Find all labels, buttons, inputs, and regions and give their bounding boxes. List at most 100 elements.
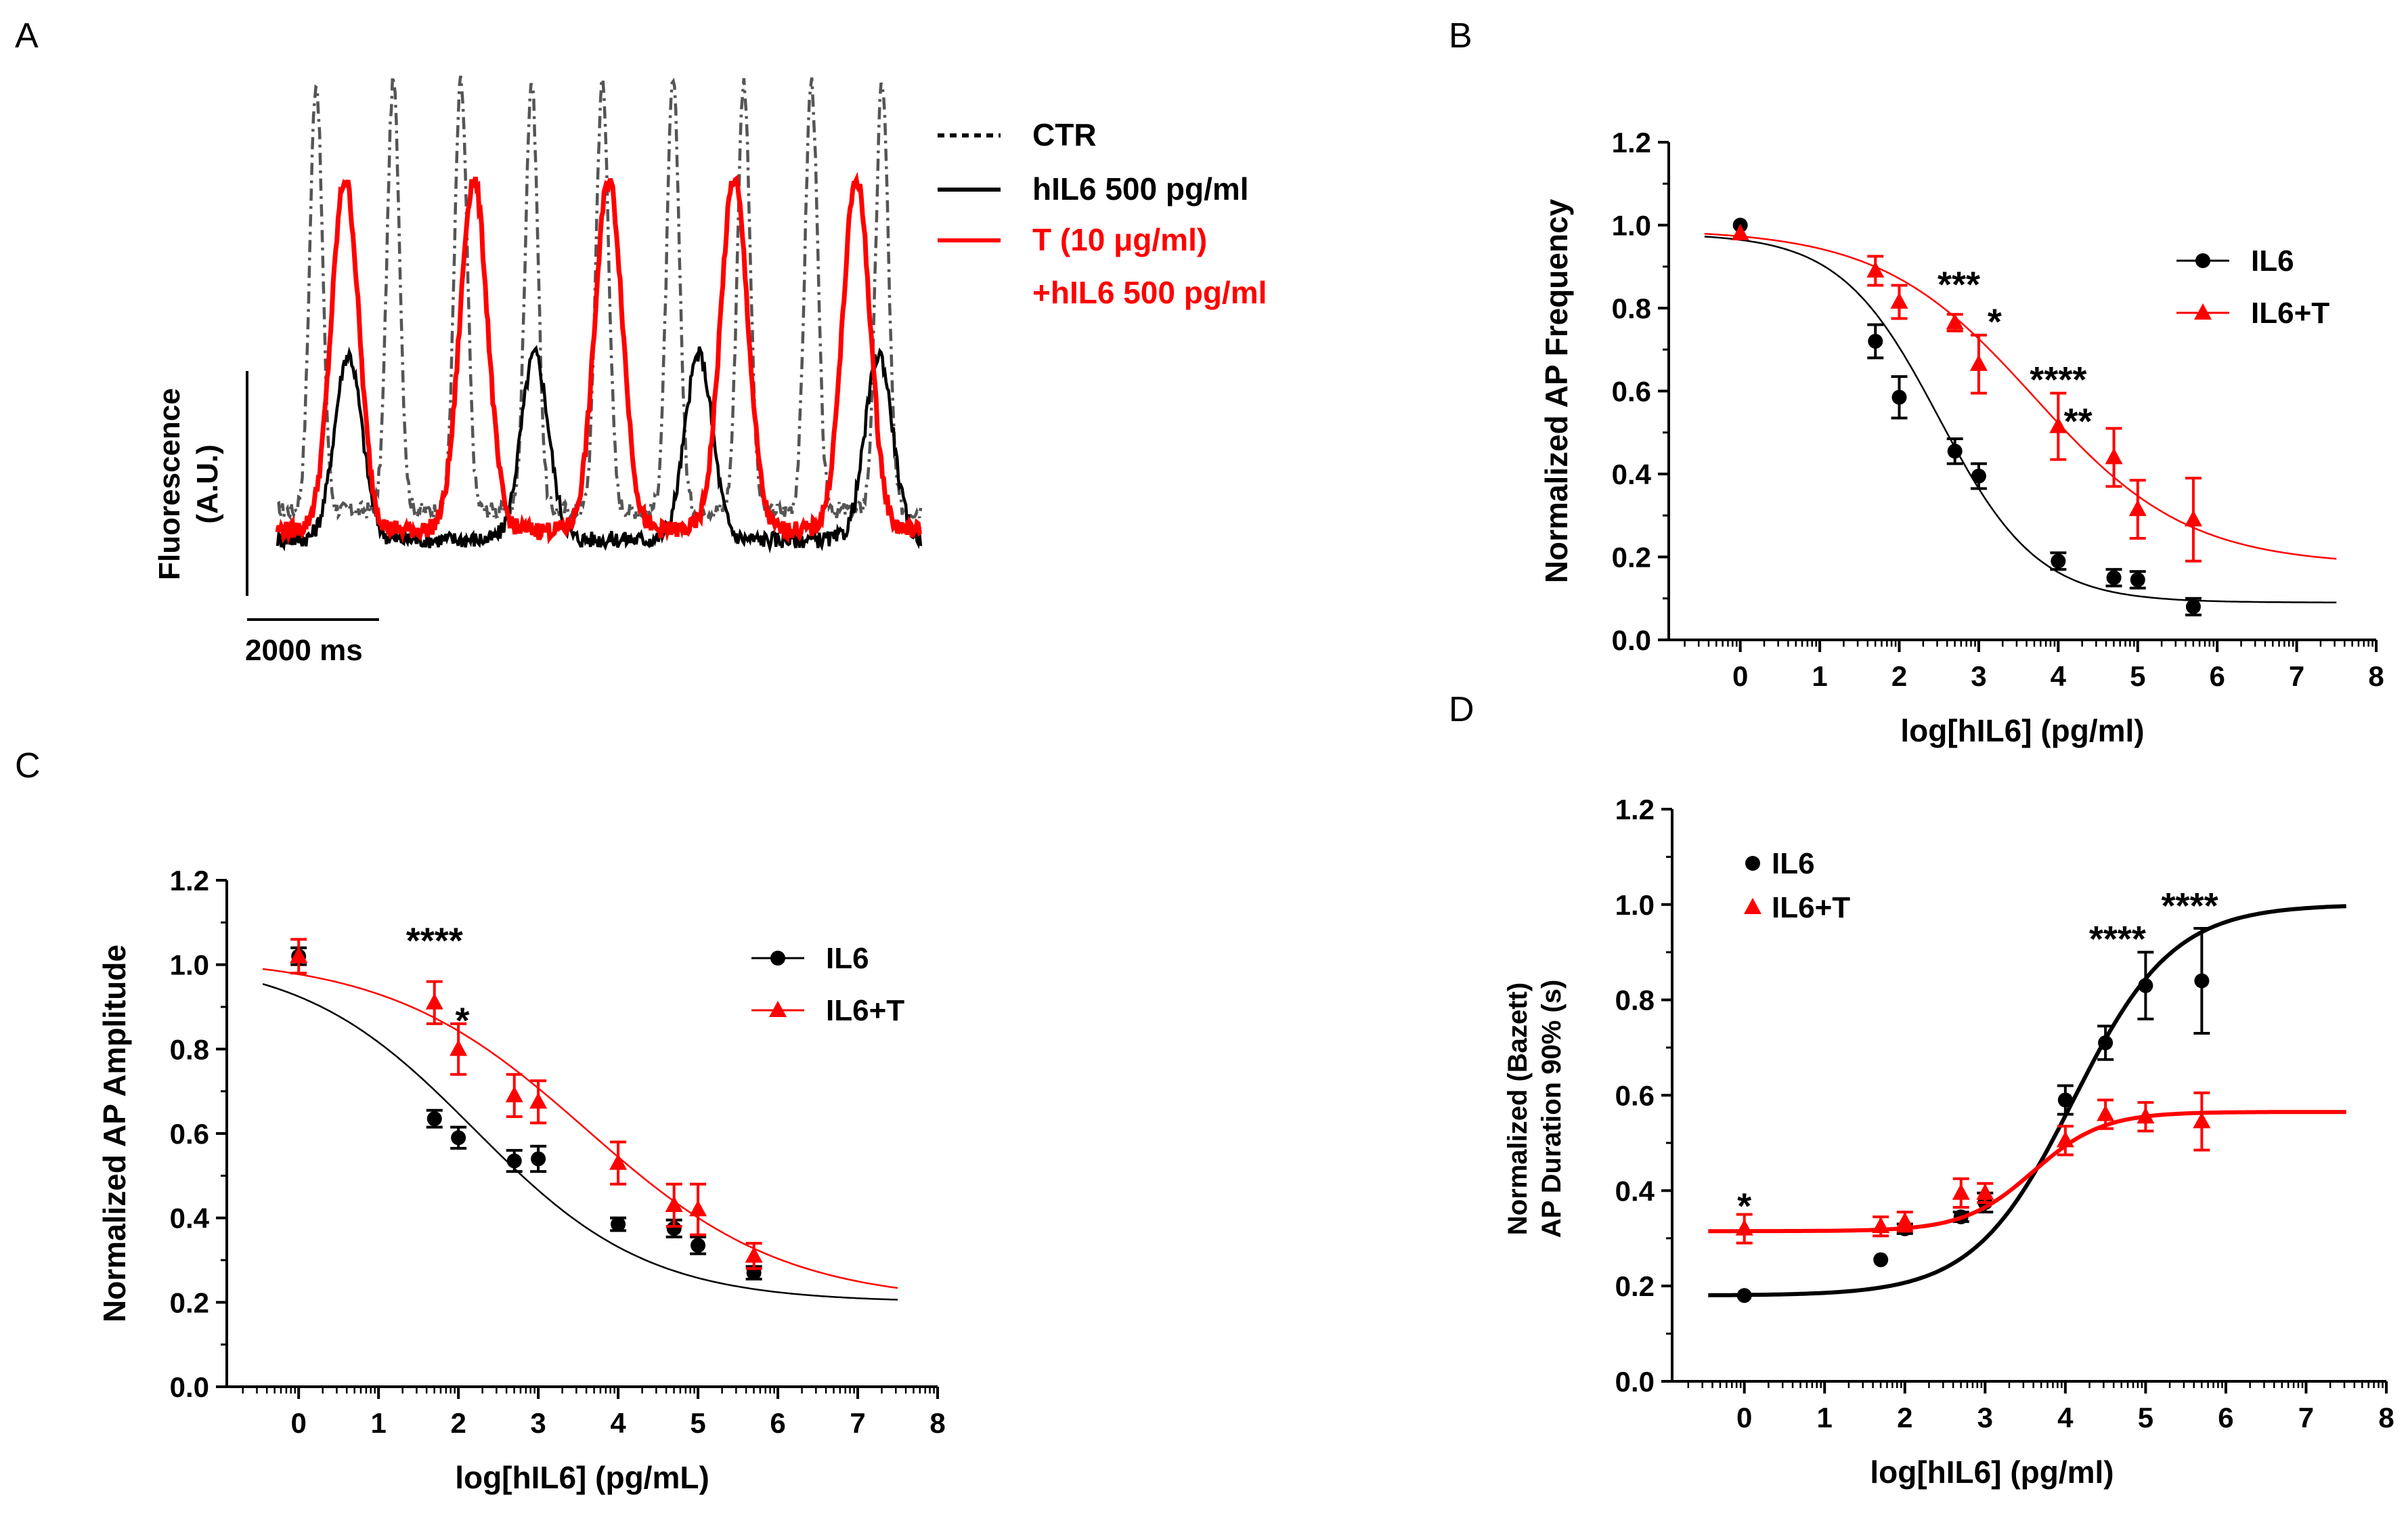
data-point-il6: [2194, 973, 2210, 989]
x-tick-label: 7: [2289, 660, 2304, 692]
panel-b: B 0.0 0.2 0.4 0.6 0.8 1.0 1.2 0 1 2 3 4 5 6 7 8 log[hIL6]…: [1449, 16, 2384, 748]
data-point-il6: [2098, 1035, 2114, 1051]
data-point-il6: [451, 1130, 466, 1146]
y-axis-label-line: (A.U.): [191, 444, 224, 523]
legend-marker: [769, 1001, 787, 1017]
significance-marker: ****: [2030, 360, 2086, 400]
data-point-il6-t: [425, 993, 443, 1010]
data-point-il6-t: [529, 1092, 548, 1109]
data-point-il6-t: [2105, 448, 2123, 465]
y-tick-label: 0.4: [1615, 1175, 1655, 1207]
x-axis-label: log[hIL6] (pg/ml): [1870, 1454, 2114, 1490]
data-point-il6: [426, 1111, 442, 1127]
panel-letter-d: D: [1449, 690, 1474, 729]
y-axis-label: Fluorescence (A.U.): [153, 388, 224, 580]
fit-curve-il6-t: [1708, 1110, 2346, 1234]
data-point-il6-t: [1731, 223, 1749, 240]
data-point-il6: [2106, 570, 2122, 586]
significance-marker: ****: [2162, 886, 2218, 926]
legend-marker: [1745, 856, 1760, 871]
x-tick-label: 4: [610, 1407, 626, 1439]
significance-marker: ****: [406, 920, 463, 961]
legend-entry: T (10 μg/ml): [1032, 222, 1207, 257]
data-point-il6-t: [2097, 1104, 2115, 1121]
y-axis-label: Normalized AP Frequency: [1539, 198, 1574, 583]
x-tick-label: 6: [770, 1407, 785, 1439]
legend-entry: +hIL6 500 pg/ml: [1032, 275, 1267, 310]
fit-curve-il6: [1704, 236, 2337, 603]
x-tick-label: 3: [1977, 1402, 1993, 1433]
legend-label: IL6: [826, 942, 869, 975]
legend-marker: [1744, 898, 1761, 914]
trace-t-10-g-ml-hil6-500-pg-ml: [275, 171, 923, 544]
fit-curve-il6: [262, 983, 898, 1301]
fit-curve-il6-t: [1704, 233, 2337, 560]
x-tick-label: 4: [2057, 1402, 2074, 1433]
legend-label: IL6+T: [2251, 297, 2329, 330]
data-point-il6-t: [2056, 1131, 2074, 1148]
data-point-il6: [2051, 553, 2066, 569]
significance-marker: **: [2064, 401, 2093, 441]
legend-entry: CTR: [1032, 117, 1097, 152]
x-tick-label: 0: [291, 1407, 307, 1439]
data-point-il6-t: [1890, 292, 1908, 309]
data-point-il6-t: [665, 1195, 683, 1212]
y-tick-label: 0.6: [170, 1118, 209, 1150]
x-tick-label: 3: [1971, 660, 1986, 692]
panel-d: D 0.0 0.2 0.4 0.6 0.8 1.0 1.2 0 1 2 3 4 5 6 7 8 log[hIL6]…: [1449, 690, 2394, 1490]
y-axis-label-line: Normalized (Bazett): [1503, 983, 1533, 1235]
y-tick-label: 0.8: [1615, 985, 1655, 1016]
data-point-il6-t: [2049, 416, 2067, 433]
data-point-il6-t: [1735, 1219, 1753, 1236]
scale-bar-label: 2000 ms: [245, 634, 363, 667]
panel-letter-c: C: [15, 746, 41, 785]
significance-marker: *: [1737, 1186, 1751, 1226]
data-point-il6: [1947, 444, 1963, 459]
data-point-il6: [2138, 978, 2153, 993]
data-point-il6: [2185, 599, 2201, 614]
legend-entry: hIL6 500 pg/ml: [1032, 171, 1249, 207]
data-point-il6-t: [290, 947, 308, 964]
data-point-il6-t: [2137, 1107, 2155, 1124]
data-point-il6-t: [1872, 1217, 1890, 1234]
y-axis-label: Normalized (Bazett) AP Duration 90% (s): [1503, 980, 1567, 1238]
data-point-il6-t: [505, 1085, 523, 1102]
y-tick-label: 1.0: [1612, 210, 1651, 242]
y-tick-label: 1.2: [1612, 127, 1651, 158]
panel-a: A 2000 ms Fluorescence (A.U.) CTR hIL6 500 pg…: [15, 16, 1267, 667]
x-tick-label: 7: [850, 1407, 865, 1439]
data-point-il6: [2130, 572, 2145, 588]
data-point-il6: [1891, 389, 1907, 405]
x-axis-label: log[hIL6] (pg/mL): [455, 1460, 709, 1495]
legend-marker: [2195, 253, 2210, 268]
x-tick-label: 1: [1817, 1402, 1833, 1433]
x-tick-label: 1: [1812, 660, 1827, 692]
x-tick-label: 8: [2378, 1402, 2394, 1433]
y-tick-label: 0.6: [1615, 1080, 1655, 1112]
x-tick-label: 8: [929, 1407, 945, 1439]
significance-marker: ***: [1938, 264, 1980, 305]
trace-hil6-500-pg-ml: [276, 345, 923, 554]
x-tick-label: 5: [2130, 660, 2145, 692]
x-tick-label: 6: [2218, 1402, 2233, 1433]
legend-label: IL6: [1772, 847, 1815, 880]
y-tick-label: 0.2: [1615, 1270, 1655, 1302]
y-tick-label: 0.8: [1612, 293, 1651, 324]
fit-curve-il6: [1708, 904, 2346, 1297]
x-tick-label: 1: [370, 1407, 386, 1439]
y-tick-label: 1.0: [170, 949, 209, 981]
data-point-il6-t: [689, 1200, 707, 1217]
x-tick-label: 5: [690, 1407, 705, 1439]
data-point-il6-t: [2193, 1112, 2211, 1129]
panel-c: C 0.0 0.2 0.4 0.6 0.8 1.0 1.2 0 1 2 3 4 5 6 7 8 log[hIL6]…: [15, 746, 946, 1495]
significance-marker: ****: [2089, 919, 2146, 959]
x-tick-label: 2: [450, 1407, 466, 1439]
data-point-il6-t: [1969, 354, 1988, 371]
y-tick-label: 0.2: [170, 1287, 209, 1318]
legend-marker: [770, 951, 785, 966]
y-tick-label: 0.2: [1612, 542, 1651, 574]
y-axis-label-line: Fluorescence: [153, 388, 186, 580]
y-tick-label: 0.8: [170, 1033, 209, 1065]
y-tick-label: 0.0: [1612, 624, 1651, 656]
x-tick-label: 6: [2209, 660, 2225, 692]
